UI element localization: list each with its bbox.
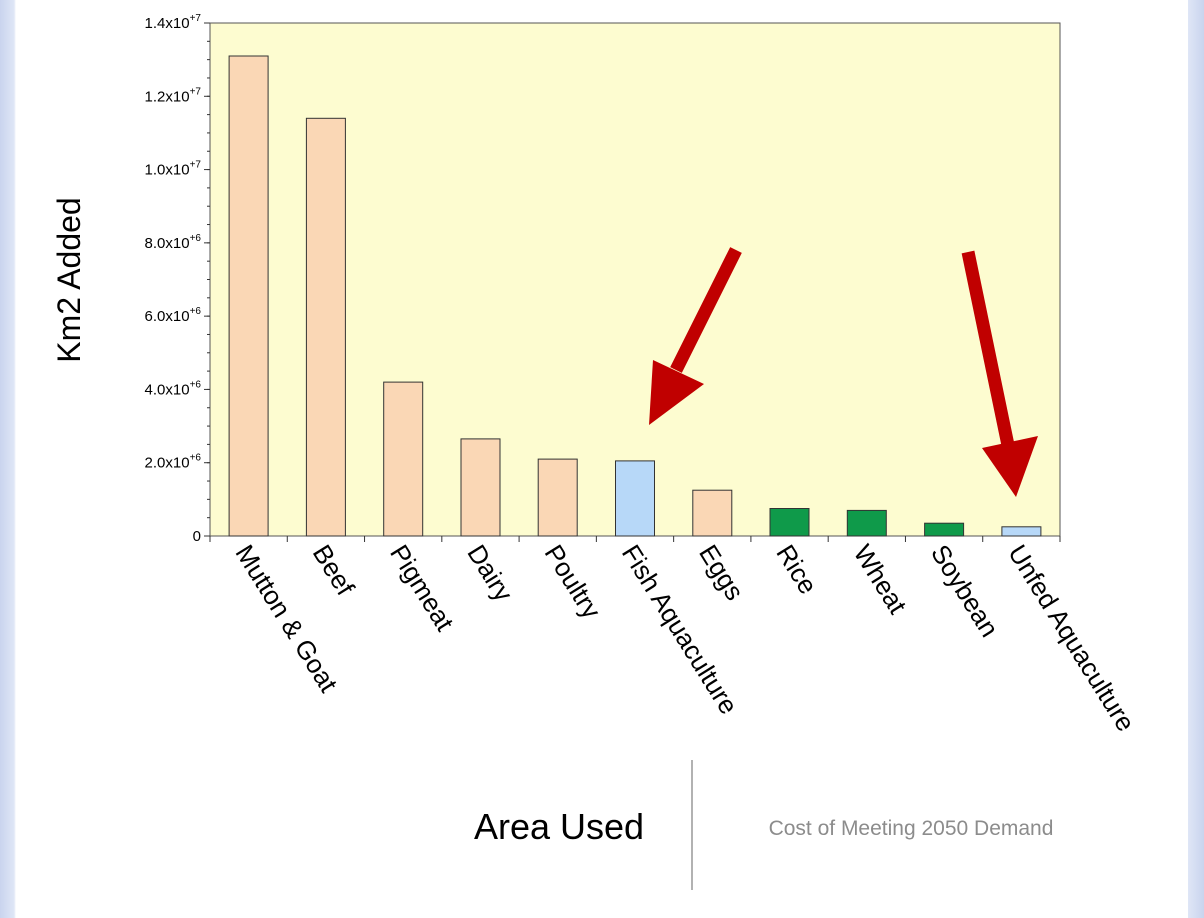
x-category-label: Eggs	[693, 539, 750, 605]
bar-mutton-goat	[228, 55, 269, 537]
bar-fish-aquaculture	[615, 460, 655, 537]
x-category-label: Soybean	[925, 539, 1005, 642]
bar-chart: 0 2.0x10+6 4.0x10+6 6.0x10+6 8.0x10+6 1.0x10+…	[51, 13, 1141, 890]
bar-eggs	[692, 489, 733, 537]
arrow-fish-aquaculture	[649, 247, 742, 425]
y-axis-label: Km2 Added	[51, 197, 87, 362]
bar-unfed-aquaculture	[1001, 526, 1042, 537]
slide: 0 2.0x10+6 4.0x10+6 6.0x10+6 8.0x10+6 1.0x10+…	[16, 0, 1188, 918]
bar-pigmeat	[383, 381, 424, 537]
x-category-label: Poultry	[539, 539, 607, 624]
bar-beef	[305, 117, 346, 537]
bar-wheat	[846, 509, 887, 537]
plot-area	[209, 22, 1061, 537]
bar-dairy	[460, 438, 501, 537]
y-tick-label: 4.0x10+6	[145, 379, 202, 398]
arrow-unfed-aquaculture	[961, 250, 1038, 497]
x-category-label: Pigmeat	[384, 539, 460, 636]
x-category-label: Dairy	[461, 539, 519, 606]
y-tick-label: 1.2x10+7	[145, 86, 202, 105]
x-category-label: Unfed Aquaculture	[1002, 539, 1141, 736]
bar-rice	[769, 508, 810, 537]
bar-poultry	[537, 458, 578, 537]
y-tick-label: 0	[193, 528, 201, 545]
y-tick-label: 1.0x10+7	[145, 160, 202, 179]
x-category-label: Beef	[307, 539, 361, 601]
y-tick-label: 2.0x10+6	[145, 453, 202, 472]
y-tick-label: 8.0x10+6	[145, 233, 202, 252]
y-tick-label: 6.0x10+6	[145, 306, 202, 325]
chart-caption: Cost of Meeting 2050 Demand	[769, 817, 1054, 840]
y-tick-label: 1.4x10+7	[145, 13, 202, 32]
x-category-label: Rice	[770, 539, 823, 599]
x-axis-title: Area Used	[474, 806, 644, 847]
x-category-label: Wheat	[848, 539, 914, 619]
bar-soybean	[924, 522, 965, 537]
